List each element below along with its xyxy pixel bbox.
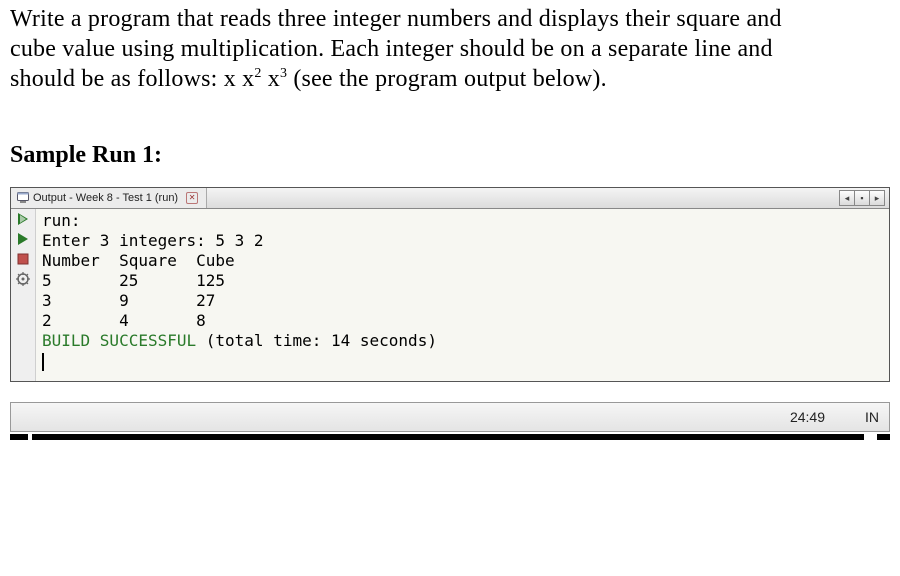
problem-line-2: cube value using multiplication. Each in… [10, 36, 773, 62]
problem-line-3-suffix: (see the program output below). [287, 66, 607, 92]
build-status: BUILD SUCCESSFUL [42, 331, 206, 350]
build-time: (total time: 14 seconds) [206, 331, 437, 350]
run-icon[interactable] [15, 211, 31, 227]
problem-line-1: Write a program that reads three integer… [10, 6, 782, 32]
status-time: 24:49 [790, 409, 825, 425]
title-bar-controls: ◂ ▪ ▸ [839, 190, 885, 206]
title-control-left[interactable]: ◂ [839, 190, 855, 206]
title-control-mid[interactable]: ▪ [855, 190, 870, 206]
close-icon[interactable]: ✕ [186, 192, 198, 204]
problem-line-3-prefix: should be as follows: x x [10, 66, 254, 92]
output-title-bar: Output - Week 8 - Test 1 (run) ✕ ◂ ▪ ▸ [11, 188, 889, 209]
scrub-bar[interactable] [10, 434, 890, 440]
gutter [11, 209, 36, 381]
rerun-icon[interactable] [15, 231, 31, 247]
console-output: run: Enter 3 integers: 5 3 2 Number Squa… [36, 209, 889, 381]
status-bar: 24:49 IN [10, 402, 890, 432]
status-mode: IN [865, 409, 879, 425]
settings-icon[interactable] [15, 271, 31, 287]
problem-line-3-mid: x [262, 66, 280, 92]
terminal-icon [17, 192, 29, 204]
problem-statement: Write a program that reads three integer… [10, 4, 890, 94]
output-window: Output - Week 8 - Test 1 (run) ✕ ◂ ▪ ▸ [10, 187, 890, 382]
exponent-2: 2 [254, 66, 261, 81]
stop-icon[interactable] [15, 251, 31, 267]
title-control-right[interactable]: ▸ [870, 190, 885, 206]
sample-run-heading: Sample Run 1: [10, 142, 890, 169]
text-cursor [42, 353, 45, 371]
output-tab[interactable]: Output - Week 8 - Test 1 (run) ✕ [11, 188, 207, 208]
output-tab-title: Output - Week 8 - Test 1 (run) [33, 192, 178, 204]
